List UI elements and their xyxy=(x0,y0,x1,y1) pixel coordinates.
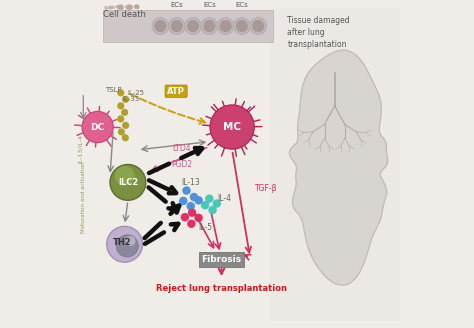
Text: Maturation and activation: Maturation and activation xyxy=(82,161,86,233)
Circle shape xyxy=(233,18,250,34)
Text: ECs: ECs xyxy=(170,2,183,8)
Circle shape xyxy=(217,18,234,34)
Circle shape xyxy=(168,18,185,34)
Circle shape xyxy=(122,122,129,129)
Text: IL-5: IL-5 xyxy=(199,223,212,233)
Circle shape xyxy=(109,6,113,9)
Circle shape xyxy=(125,5,129,9)
Circle shape xyxy=(118,4,123,10)
Circle shape xyxy=(134,5,138,9)
Circle shape xyxy=(117,115,124,122)
Text: IL-25: IL-25 xyxy=(127,91,144,96)
Text: IL-13: IL-13 xyxy=(182,178,201,187)
Text: Reject lung transplantation: Reject lung transplantation xyxy=(156,284,287,293)
Circle shape xyxy=(171,20,183,32)
Text: IL-4: IL-4 xyxy=(218,194,231,202)
Circle shape xyxy=(190,193,198,201)
Circle shape xyxy=(152,18,169,34)
Circle shape xyxy=(250,18,267,34)
Circle shape xyxy=(205,195,214,203)
Circle shape xyxy=(120,5,123,8)
Circle shape xyxy=(129,5,133,9)
Circle shape xyxy=(201,18,218,34)
Circle shape xyxy=(181,213,189,221)
Circle shape xyxy=(252,20,264,32)
Circle shape xyxy=(194,196,203,205)
Circle shape xyxy=(134,5,138,9)
Text: IL-33: IL-33 xyxy=(122,96,140,102)
Text: PGD2: PGD2 xyxy=(171,160,192,169)
Circle shape xyxy=(126,236,136,246)
Circle shape xyxy=(187,20,199,32)
Circle shape xyxy=(127,5,131,10)
Circle shape xyxy=(210,105,254,149)
FancyBboxPatch shape xyxy=(103,10,273,42)
Circle shape xyxy=(194,214,203,222)
Circle shape xyxy=(203,20,215,32)
Text: DC: DC xyxy=(91,123,105,132)
Circle shape xyxy=(117,5,119,8)
Circle shape xyxy=(104,6,108,10)
Circle shape xyxy=(187,219,196,228)
Circle shape xyxy=(116,5,119,8)
Circle shape xyxy=(122,96,129,103)
FancyBboxPatch shape xyxy=(165,85,187,97)
Circle shape xyxy=(117,5,121,10)
Circle shape xyxy=(236,20,248,32)
FancyBboxPatch shape xyxy=(199,252,245,267)
Circle shape xyxy=(126,4,132,10)
Text: IL-13/IL-4: IL-13/IL-4 xyxy=(78,134,82,163)
Text: MC: MC xyxy=(223,122,241,132)
Circle shape xyxy=(107,226,143,262)
Circle shape xyxy=(219,20,232,32)
Circle shape xyxy=(111,6,115,9)
Circle shape xyxy=(127,6,132,10)
Circle shape xyxy=(118,128,125,135)
Circle shape xyxy=(115,166,135,186)
Polygon shape xyxy=(290,50,388,285)
Circle shape xyxy=(187,202,195,210)
Text: TSLP: TSLP xyxy=(105,87,122,92)
Text: LTD4: LTD4 xyxy=(173,144,191,153)
Circle shape xyxy=(116,235,138,257)
Circle shape xyxy=(155,20,166,32)
Text: TGF-β: TGF-β xyxy=(255,184,277,194)
Text: ECs: ECs xyxy=(203,2,216,8)
Circle shape xyxy=(128,6,132,10)
Text: Cell death: Cell death xyxy=(103,10,146,19)
Circle shape xyxy=(182,186,191,195)
Circle shape xyxy=(184,18,201,34)
Circle shape xyxy=(117,102,124,110)
Bar xyxy=(270,8,400,321)
Text: ECs: ECs xyxy=(236,2,248,8)
Circle shape xyxy=(110,164,146,200)
Circle shape xyxy=(135,4,139,9)
Circle shape xyxy=(135,5,140,9)
Circle shape xyxy=(117,89,124,96)
Text: ILC2: ILC2 xyxy=(118,178,138,187)
Text: ATP: ATP xyxy=(167,87,185,96)
Circle shape xyxy=(82,112,113,143)
Text: Tissue damaged
after lung
transplantation: Tissue damaged after lung transplantatio… xyxy=(287,16,350,49)
Text: Fibrosis: Fibrosis xyxy=(201,255,242,264)
Circle shape xyxy=(179,197,188,205)
Circle shape xyxy=(209,206,217,214)
Circle shape xyxy=(121,109,128,116)
Circle shape xyxy=(212,199,221,208)
Circle shape xyxy=(118,5,124,10)
Circle shape xyxy=(108,6,112,10)
Circle shape xyxy=(188,208,196,217)
Text: TH2: TH2 xyxy=(113,238,131,247)
Circle shape xyxy=(201,201,210,209)
Circle shape xyxy=(122,134,129,141)
